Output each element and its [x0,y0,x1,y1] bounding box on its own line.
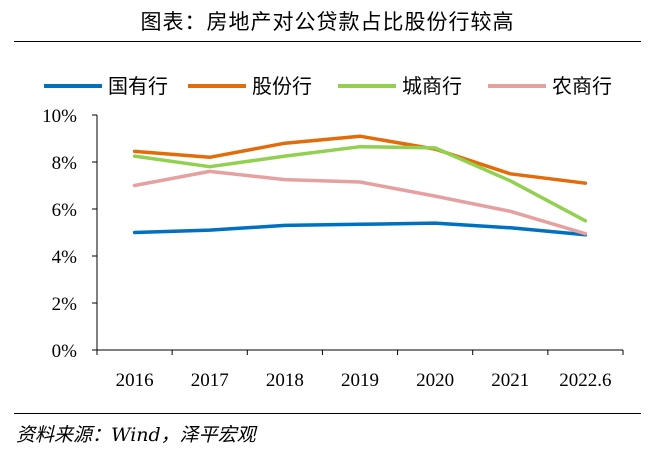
y-tick-label: 4% [52,247,78,268]
axes: 0% 2% 4% 6% 8% 10% 2016 2017 2018 2019 2020 2021 202… [42,106,624,391]
series-line [132,221,588,237]
legend: 国有行 股份行 城商行 农商行 [44,74,612,98]
y-tick-label: 8% [52,153,78,174]
legend-label: 城商行 [402,74,462,98]
legend-label: 股份行 [252,74,312,98]
chart-title: 图表：房地产对公贷款占比股份行较高 [140,10,515,34]
x-tick-label: 2019 [341,370,379,391]
x-tick-label: 2018 [266,370,304,391]
legend-label: 国有行 [108,74,168,98]
series-lines [132,134,588,237]
y-tick-label: 2% [52,294,78,315]
title-divider [14,41,641,42]
x-tick-label: 2016 [116,370,154,391]
y-tick-label: 10% [42,106,77,127]
x-tick-label: 2020 [416,370,454,391]
series-line [132,144,588,223]
x-tick-label: 2017 [191,370,229,391]
y-tick-label: 0% [52,341,78,362]
y-tick-label: 6% [52,200,78,221]
x-tick-label: 2021 [491,370,529,391]
x-tick-label: 2022.6 [559,370,611,391]
source-divider [14,413,641,414]
source-note: 资料来源：Wind，泽平宏观 [16,424,256,446]
series-line [132,169,588,236]
series-line [132,134,588,185]
legend-label: 农商行 [552,74,612,98]
